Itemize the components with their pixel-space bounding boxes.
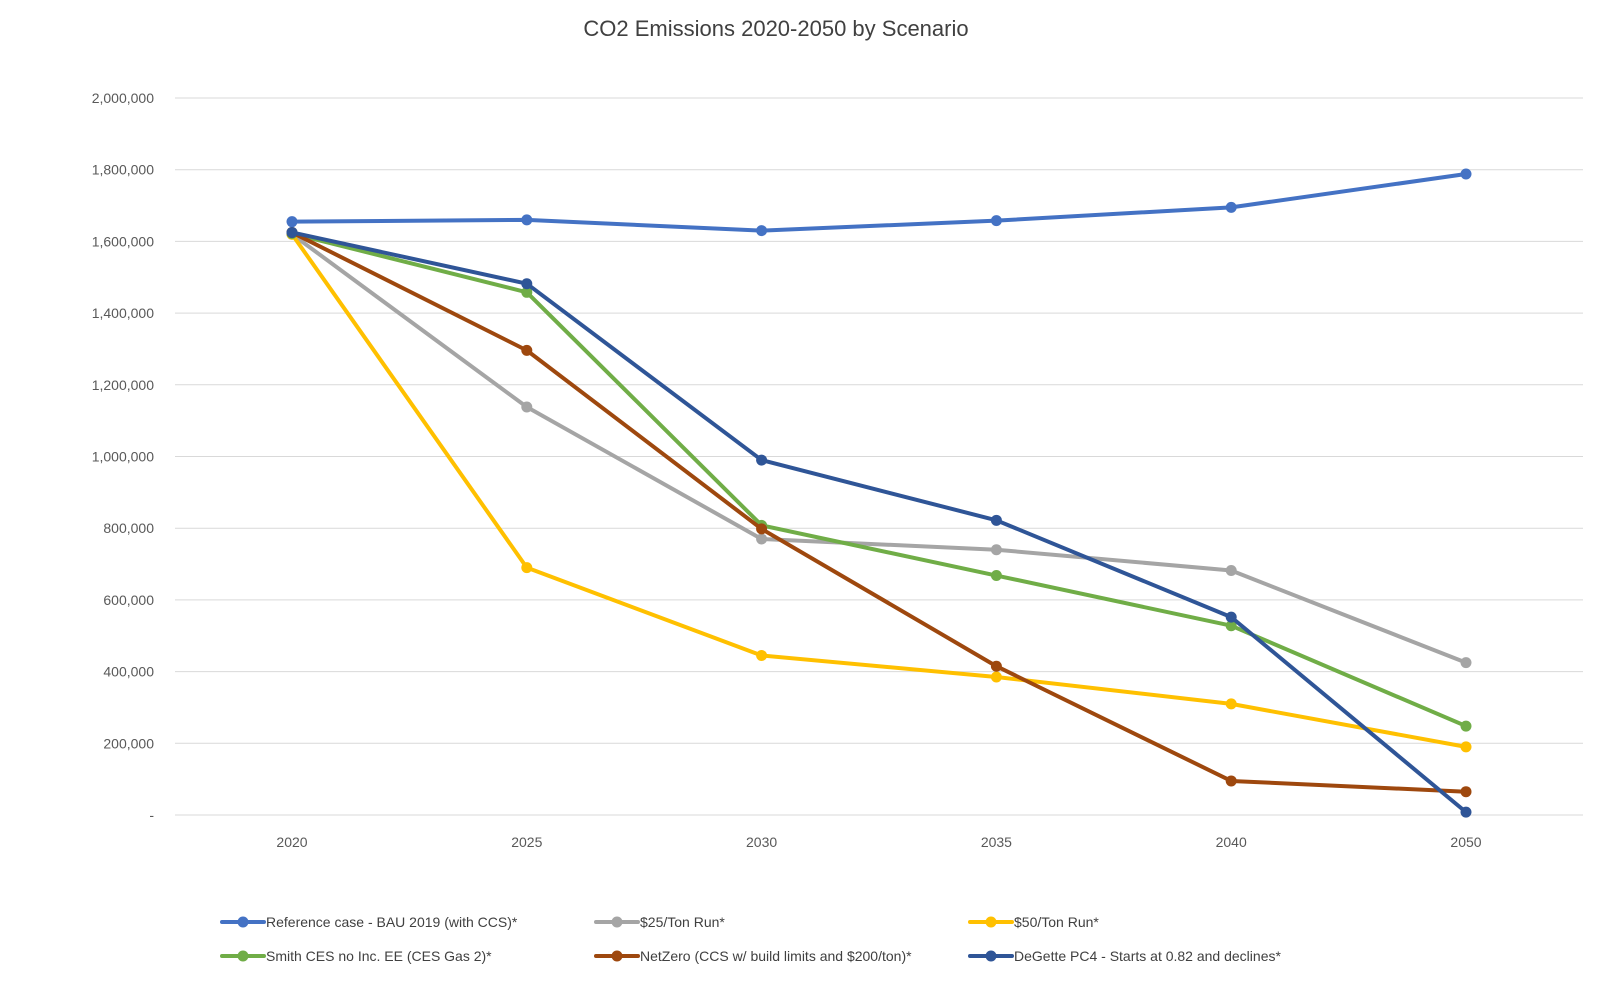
data-point <box>990 660 1002 672</box>
legend-label: Reference case - BAU 2019 (with CCS)* <box>266 914 518 930</box>
legend-item: Reference case - BAU 2019 (with CCS)* <box>220 914 518 930</box>
data-point <box>521 401 533 413</box>
series-line <box>290 232 1468 665</box>
legend-label: Smith CES no Inc. EE (CES Gas 2)* <box>266 948 492 964</box>
legend-item: $50/Ton Run* <box>968 914 1099 930</box>
series-line <box>290 232 1468 749</box>
legend-label: $25/Ton Run* <box>640 914 725 930</box>
series-lines <box>286 168 1472 818</box>
data-point <box>1225 565 1237 577</box>
x-axis: 2020 2025 2030 2035 2040 2050 <box>276 834 1481 850</box>
legend-item: NetZero (CCS w/ build limits and $200/to… <box>594 948 912 964</box>
x-tick-label: 2025 <box>511 834 542 850</box>
legend-label: NetZero (CCS w/ build limits and $200/to… <box>640 948 912 964</box>
y-tick-label: 1,400,000 <box>92 305 154 321</box>
legend-item: Smith CES no Inc. EE (CES Gas 2)* <box>220 948 492 964</box>
legend-label: DeGette PC4 - Starts at 0.82 and decline… <box>1014 948 1281 964</box>
y-tick-label: 1,600,000 <box>92 233 154 249</box>
data-point <box>756 225 768 237</box>
x-tick-label: 2040 <box>1216 834 1247 850</box>
data-point <box>756 523 768 535</box>
data-point <box>990 544 1002 556</box>
data-point <box>1225 611 1237 623</box>
x-tick-label: 2020 <box>276 834 307 850</box>
series-line <box>290 230 1468 794</box>
legend-item: DeGette PC4 - Starts at 0.82 and decline… <box>968 948 1281 964</box>
series <box>286 228 1472 669</box>
data-point <box>521 344 533 356</box>
data-point <box>521 562 533 574</box>
data-point <box>990 514 1002 526</box>
data-point <box>1225 698 1237 710</box>
data-point <box>1460 168 1472 180</box>
y-tick-label: 800,000 <box>103 520 154 536</box>
data-point <box>1225 620 1237 632</box>
legend-swatch-marker <box>611 916 623 928</box>
legend-label: $50/Ton Run* <box>1014 914 1099 930</box>
y-tick-label: 200,000 <box>103 735 154 751</box>
y-tick-label: - <box>149 807 154 823</box>
legend-swatch-marker <box>611 950 623 962</box>
legend-swatch-marker <box>985 916 997 928</box>
legend-item: $25/Ton Run* <box>594 914 725 930</box>
series <box>286 168 1472 237</box>
data-point <box>1460 720 1472 732</box>
data-point <box>521 286 533 298</box>
y-tick-label: 1,000,000 <box>92 449 154 465</box>
series <box>286 228 1472 753</box>
data-point <box>756 454 768 466</box>
series <box>286 226 1472 798</box>
data-point <box>1225 201 1237 213</box>
data-point <box>990 570 1002 582</box>
x-tick-label: 2035 <box>981 834 1012 850</box>
chart-title: CO2 Emissions 2020-2050 by Scenario <box>583 16 968 41</box>
data-point <box>1460 741 1472 753</box>
data-point <box>990 215 1002 227</box>
data-point <box>1460 806 1472 818</box>
series-line <box>290 172 1468 233</box>
legend-swatch-marker <box>237 916 249 928</box>
data-point <box>1460 657 1472 669</box>
x-tick-label: 2050 <box>1450 834 1481 850</box>
series-line <box>290 230 1468 815</box>
data-point <box>1460 786 1472 798</box>
data-point <box>756 649 768 661</box>
y-tick-label: 600,000 <box>103 592 154 608</box>
legend: Reference case - BAU 2019 (with CCS)* $25… <box>220 914 1281 964</box>
data-point <box>521 278 533 290</box>
data-point <box>521 214 533 226</box>
y-tick-label: 400,000 <box>103 664 154 680</box>
data-point <box>286 216 298 228</box>
y-tick-label: 1,200,000 <box>92 377 154 393</box>
y-tick-label: 1,800,000 <box>92 162 154 178</box>
data-point <box>1225 775 1237 787</box>
series <box>286 226 1472 818</box>
data-point <box>990 671 1002 683</box>
y-tick-label: 2,000,000 <box>92 90 154 106</box>
x-tick-label: 2030 <box>746 834 777 850</box>
gridlines <box>175 97 1583 816</box>
data-point <box>756 533 768 545</box>
series-line <box>290 231 1468 729</box>
y-axis: - 200,000 400,000 600,000 800,000 1,000,000 1,… <box>92 90 155 823</box>
legend-swatch-marker <box>985 950 997 962</box>
legend-swatch-marker <box>237 950 249 962</box>
data-point <box>286 226 298 238</box>
